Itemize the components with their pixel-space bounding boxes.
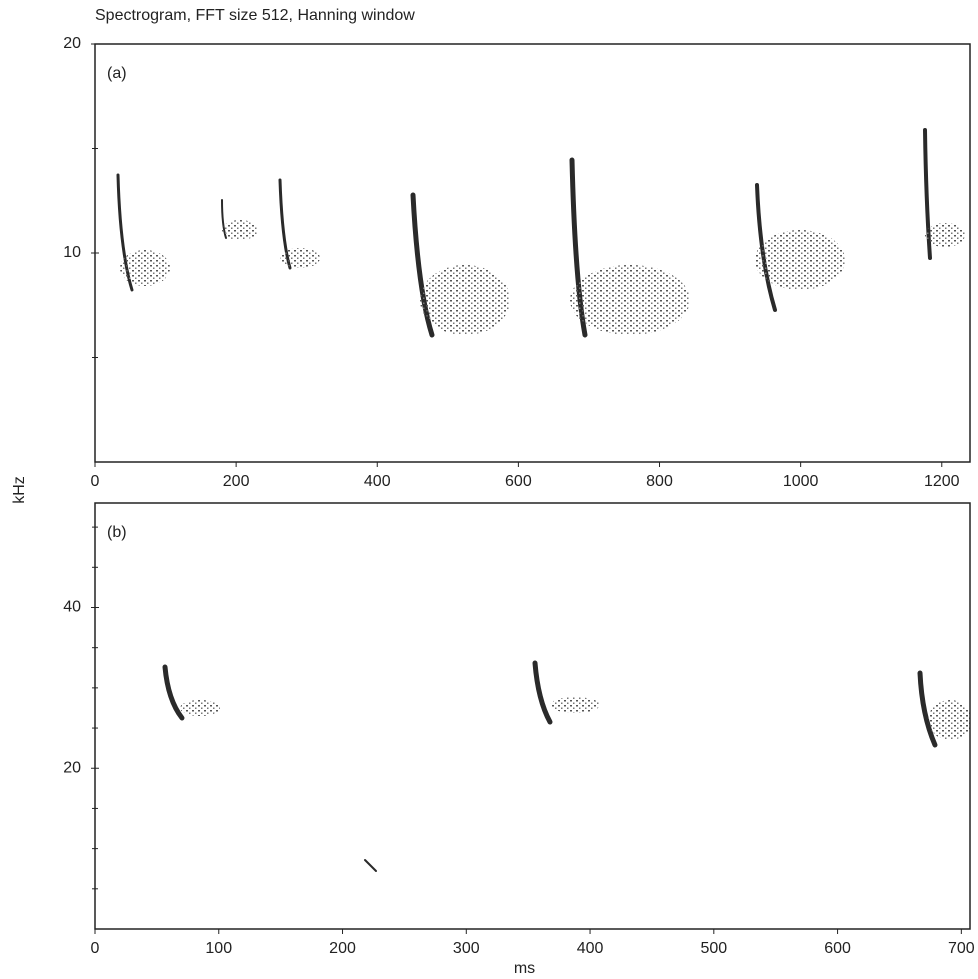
call-energy — [120, 250, 170, 286]
call-trace — [923, 128, 932, 260]
call-energy — [420, 265, 510, 335]
x-tick-label: 100 — [205, 940, 232, 957]
call-energy — [180, 700, 220, 716]
x-axis-label: ms — [514, 960, 535, 977]
x-tick-label: 600 — [824, 940, 851, 957]
x-tick-label: 800 — [646, 473, 673, 490]
call-trace — [532, 660, 553, 725]
plot-frame — [94, 502, 971, 930]
x-tick-label: 500 — [700, 940, 727, 957]
chart-title: Spectrogram, FFT size 512, Hanning windo… — [95, 7, 415, 24]
call-energy — [928, 700, 972, 740]
x-tick-label: 1000 — [783, 473, 819, 490]
x-tick-label: 400 — [364, 473, 391, 490]
y-tick-label: 20 — [63, 759, 81, 776]
x-tick-label: 0 — [91, 940, 100, 957]
x-tick-label: 600 — [505, 473, 532, 490]
x-tick-label: 200 — [223, 473, 250, 490]
call-energy — [222, 220, 258, 240]
call-energy — [550, 697, 600, 713]
x-tick-label: 200 — [329, 940, 356, 957]
call-energy — [755, 230, 845, 290]
call-energy — [280, 248, 320, 268]
panel-label: (a) — [107, 65, 127, 82]
call-trace — [917, 670, 938, 748]
panel-label: (b) — [107, 524, 127, 541]
call-trace — [364, 859, 377, 872]
call-trace — [410, 192, 435, 338]
y-tick-label: 10 — [63, 244, 81, 261]
call-trace — [162, 664, 185, 721]
x-tick-label: 0 — [91, 473, 100, 490]
x-tick-label: 400 — [577, 940, 604, 957]
call-energy — [925, 223, 965, 247]
x-tick-label: 300 — [453, 940, 480, 957]
x-tick-label: 700 — [948, 940, 975, 957]
spectrogram-traces — [116, 128, 972, 872]
x-tick-label: 1200 — [924, 473, 960, 490]
y-tick-label: 20 — [63, 35, 81, 52]
y-axis-label: kHz — [11, 476, 28, 504]
call-energy — [570, 265, 690, 335]
y-tick-label: 40 — [63, 599, 81, 616]
